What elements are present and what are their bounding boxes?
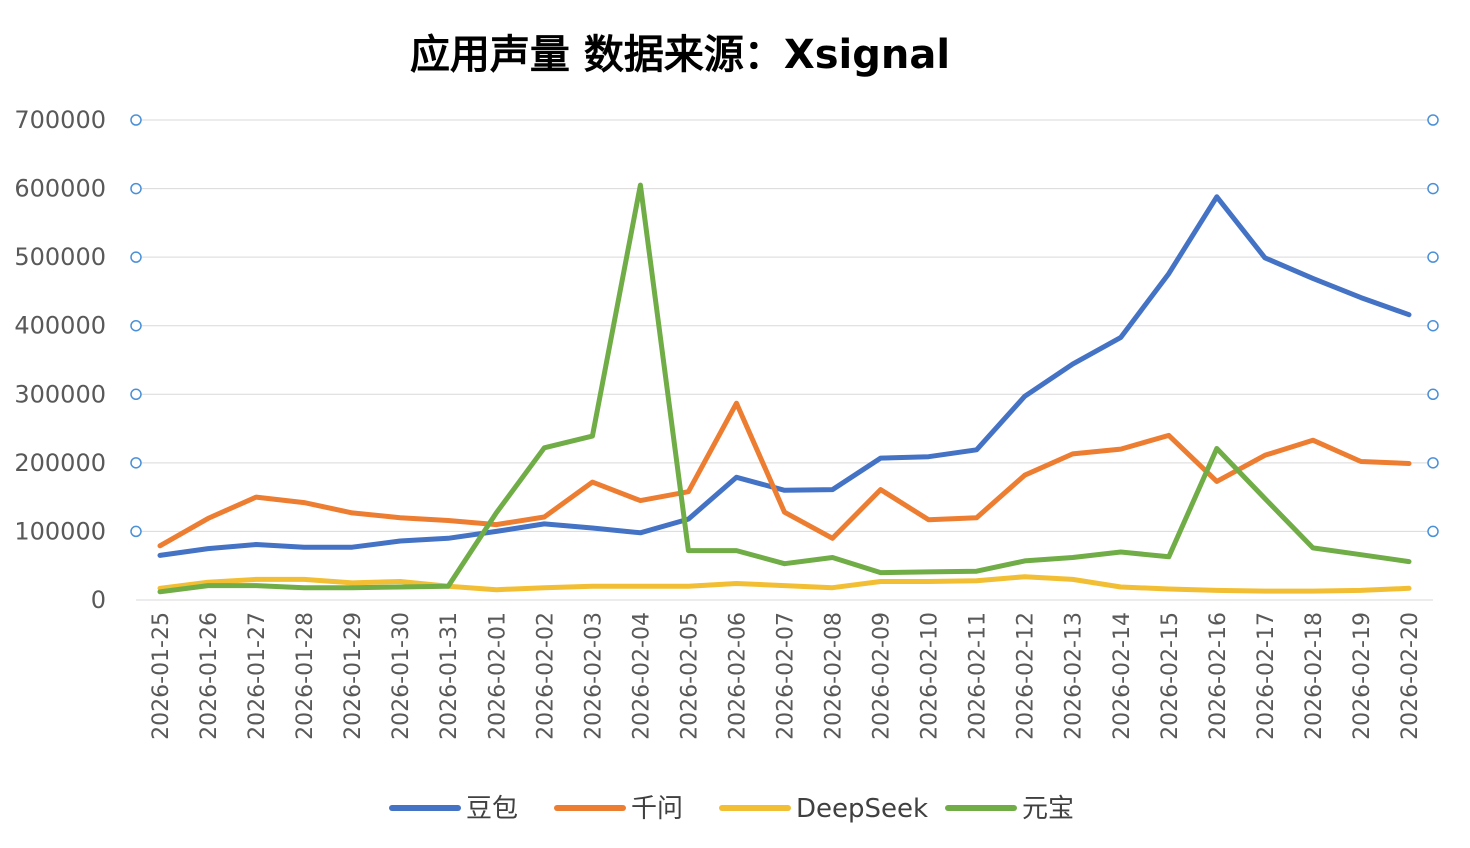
series-lines xyxy=(157,182,1412,595)
x-tick-label: 2026-02-09 xyxy=(870,612,895,740)
x-tick-label: 2026-02-11 xyxy=(966,612,991,740)
y-tick-label: 200000 xyxy=(14,449,106,477)
y-tick-label: 100000 xyxy=(14,517,106,545)
left-axis-handle[interactable] xyxy=(130,525,142,538)
selection-handles[interactable] xyxy=(130,114,1439,538)
x-tick-label: 2026-02-13 xyxy=(1062,612,1087,740)
legend-label: 豆包 xyxy=(466,794,518,824)
right-axis-handle[interactable] xyxy=(1427,457,1439,469)
chart-title: 应用声量 数据来源：Xsignal xyxy=(410,32,950,78)
x-tick-label: 2026-01-25 xyxy=(149,612,174,740)
x-tick-label: 2026-01-30 xyxy=(389,612,414,740)
gridlines xyxy=(136,119,1433,601)
x-tick-label: 2026-02-16 xyxy=(1206,612,1231,740)
x-tick-label: 2026-02-17 xyxy=(1254,612,1279,740)
left-axis-handle[interactable] xyxy=(130,319,142,332)
x-tick-label: 2026-02-04 xyxy=(629,612,654,740)
left-axis-handle[interactable] xyxy=(130,114,142,126)
x-tick-label: 2026-02-06 xyxy=(725,612,750,740)
series-line-2 xyxy=(157,574,1412,594)
y-axis-ticks: 0 100000 200000 300000 400000 500000 600000 700… xyxy=(14,106,106,614)
right-axis-handle[interactable] xyxy=(1427,319,1439,332)
x-tick-label: 2026-02-14 xyxy=(1110,612,1135,740)
right-axis-handle[interactable] xyxy=(1427,251,1439,263)
legend-label: 元宝 xyxy=(1022,794,1074,824)
x-tick-label: 2026-02-02 xyxy=(533,612,558,740)
x-tick-label: 2026-01-29 xyxy=(341,612,366,740)
right-axis-handle[interactable] xyxy=(1427,388,1439,401)
x-tick-label: 2026-02-08 xyxy=(822,612,847,740)
x-tick-label: 2026-01-31 xyxy=(437,612,462,740)
x-tick-label: 2026-01-27 xyxy=(245,612,270,740)
x-tick-label: 2026-02-12 xyxy=(1014,612,1039,740)
x-tick-label: 2026-02-15 xyxy=(1158,612,1183,740)
right-axis-handle[interactable] xyxy=(1427,114,1439,126)
x-axis-ticks: 2026-01-25 2026-01-26 2026-01-27 2026-01-28… xyxy=(149,612,1423,740)
y-tick-label: 300000 xyxy=(14,380,106,408)
series-line-0 xyxy=(157,194,1412,558)
x-tick-label: 2026-02-10 xyxy=(918,612,943,740)
left-axis-handle[interactable] xyxy=(130,388,142,401)
right-axis-handle[interactable] xyxy=(1427,182,1439,195)
series-line-1 xyxy=(157,400,1412,549)
x-tick-label: 2026-02-01 xyxy=(485,612,510,740)
legend-label: 千问 xyxy=(631,794,683,824)
y-tick-label: 0 xyxy=(91,586,106,614)
x-tick-label: 2026-02-20 xyxy=(1398,612,1423,740)
x-tick-label: 2026-01-26 xyxy=(197,612,222,740)
y-tick-label: 700000 xyxy=(14,106,106,134)
right-axis-handle[interactable] xyxy=(1427,525,1439,538)
x-tick-label: 2026-02-18 xyxy=(1302,612,1327,740)
x-tick-label: 2026-02-05 xyxy=(677,612,702,740)
series-line-3 xyxy=(157,182,1412,595)
y-tick-label: 400000 xyxy=(14,312,106,340)
left-axis-handle[interactable] xyxy=(130,182,142,195)
x-tick-label: 2026-02-19 xyxy=(1350,612,1375,740)
x-tick-label: 2026-02-03 xyxy=(581,612,606,740)
left-axis-handle[interactable] xyxy=(130,457,142,469)
y-tick-label: 500000 xyxy=(14,243,106,271)
x-tick-label: 2026-01-28 xyxy=(293,612,318,740)
legend: 豆包 千问 DeepSeek 元宝 xyxy=(389,794,1074,824)
x-tick-label: 2026-02-07 xyxy=(774,612,799,740)
legend-label: DeepSeek xyxy=(796,794,928,824)
y-tick-label: 600000 xyxy=(14,175,106,203)
left-axis-handle[interactable] xyxy=(130,251,142,263)
